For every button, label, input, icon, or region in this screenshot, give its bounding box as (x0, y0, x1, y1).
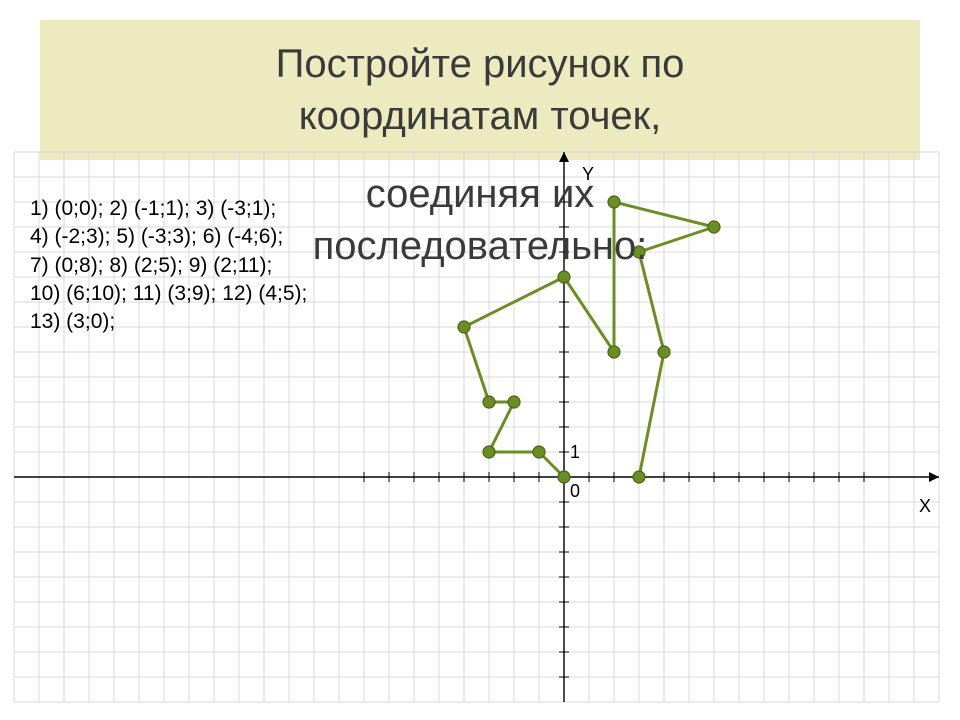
coordinate-list: 1) (0;0); 2) (-1;1); 3) (-3;1); 4) (-2;3… (30, 195, 307, 337)
svg-text:1: 1 (570, 442, 580, 462)
svg-text:X: X (919, 496, 931, 516)
coordinate-chart: XY01 (0, 0, 960, 720)
svg-text:0: 0 (570, 481, 580, 501)
